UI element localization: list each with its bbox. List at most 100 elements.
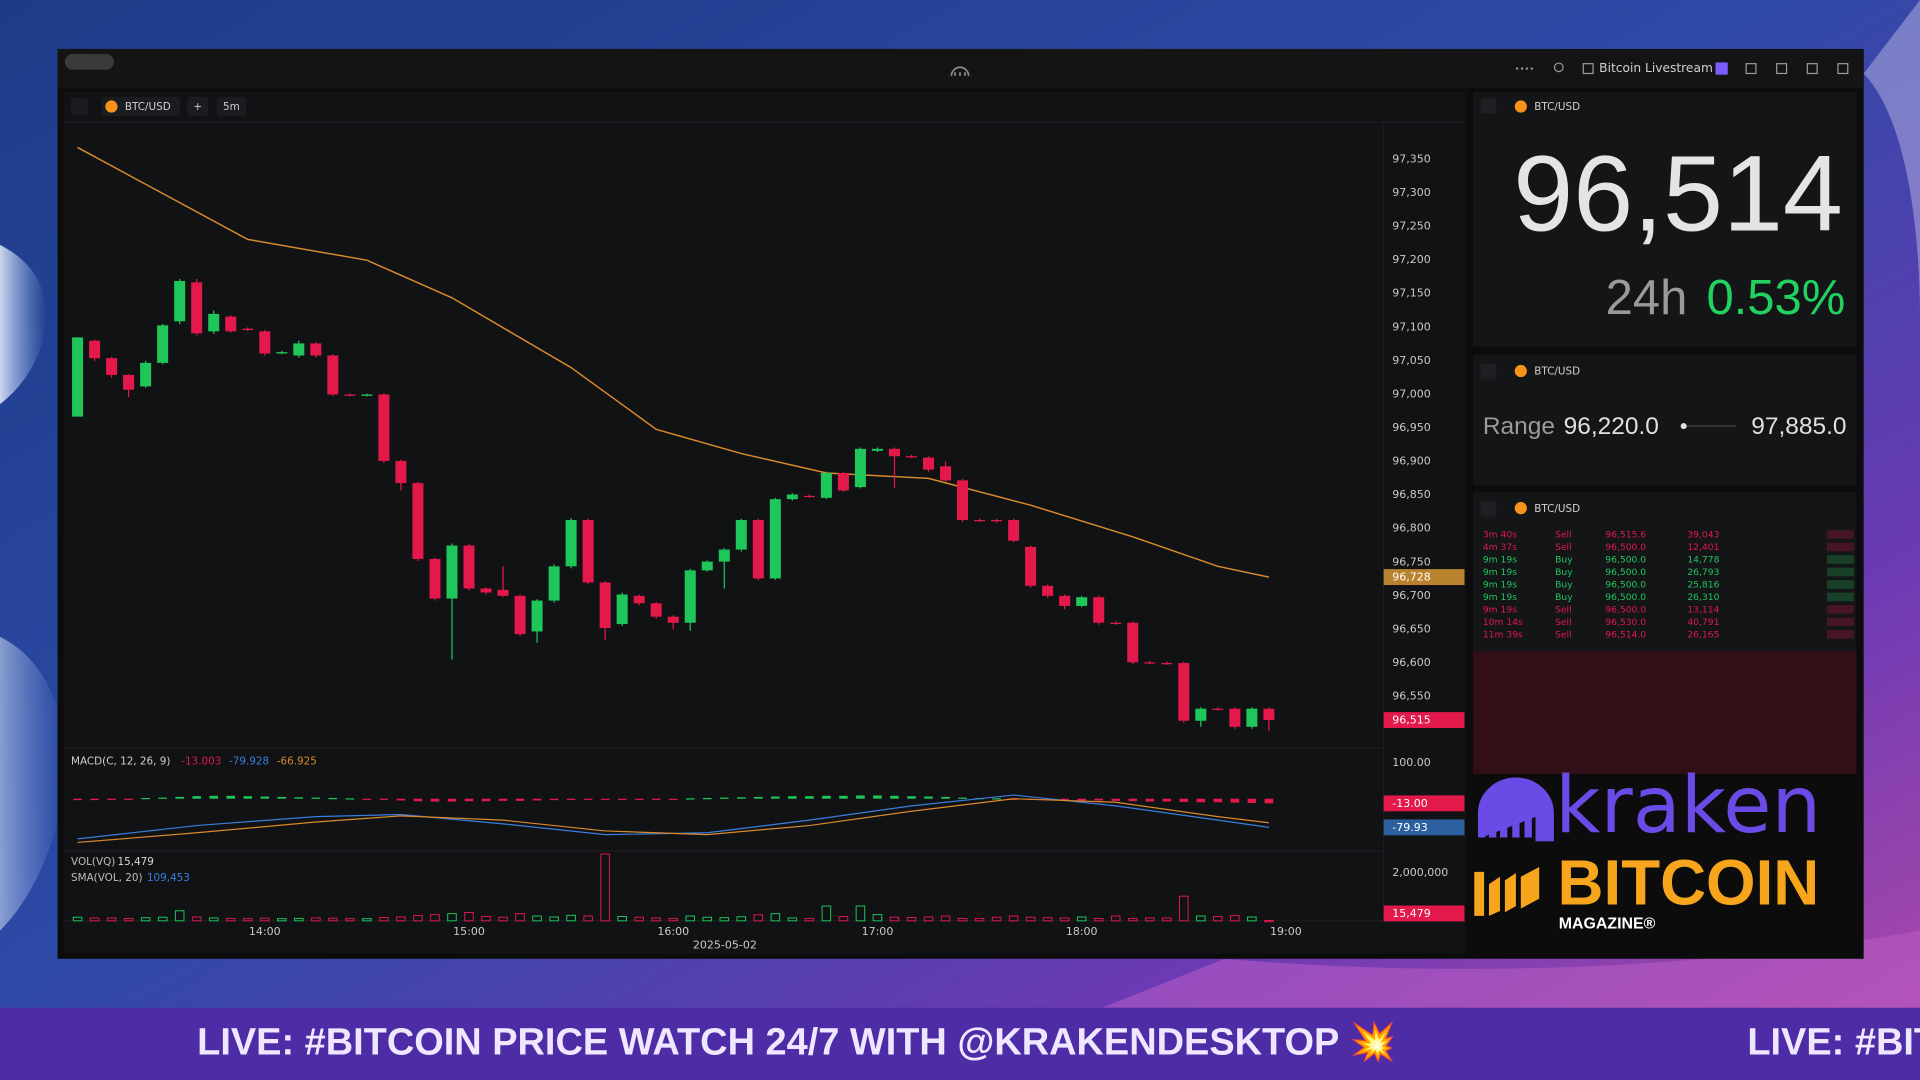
volume-bar [804, 917, 815, 922]
volume-bar [651, 917, 661, 922]
volume-bar [600, 853, 610, 922]
bell-icon[interactable] [1776, 63, 1788, 75]
y-tick-label: 96,650 [1392, 622, 1431, 635]
x-tick-label: 17:00 [862, 925, 894, 938]
y-tick-label: 96,700 [1392, 589, 1431, 602]
trade-cell: 96,500.0 [1605, 567, 1646, 578]
volume-bar [583, 915, 593, 922]
symbol-button[interactable] [101, 96, 180, 117]
moving-average [77, 146, 1270, 578]
volume-bar [702, 916, 713, 922]
volume-bar [617, 916, 627, 922]
trade-cell: 40,791 [1687, 617, 1719, 628]
price-marker [1383, 569, 1465, 586]
candle-body [1025, 546, 1037, 586]
candle-body [1263, 708, 1275, 721]
apps-icon[interactable] [1715, 62, 1728, 75]
volume-bar [1042, 917, 1053, 922]
histogram-bar [447, 798, 457, 802]
candle-body [1059, 595, 1071, 606]
interval-button[interactable] [216, 96, 247, 117]
panel-button[interactable] [1480, 500, 1497, 517]
layout-icon[interactable] [1582, 63, 1594, 75]
y-tick-label: 97,050 [1392, 354, 1431, 367]
histogram-bar [839, 795, 848, 799]
trade-cell: 96,530.0 [1605, 617, 1646, 628]
volume-bar [1110, 915, 1121, 922]
add-button[interactable] [187, 96, 209, 117]
histogram-bar [209, 795, 218, 799]
send-icon[interactable] [1745, 63, 1757, 75]
candle-body [803, 495, 815, 498]
candle-body [361, 394, 373, 396]
trade-cell: 96,500.0 [1605, 605, 1646, 616]
panel-button[interactable] [71, 97, 89, 116]
candle-body [701, 561, 713, 571]
volume-bar [736, 916, 747, 922]
trades-symbol: BTC/USD [1534, 503, 1580, 515]
banner-text: LIVE: #BITCOIN PRICE WATCH 24/7 WITH @KR… [197, 1020, 1396, 1065]
volume-bar [821, 905, 832, 922]
indicator-line [77, 794, 1270, 840]
trade-cell: 4m 37s [1483, 542, 1517, 553]
trade-list: 3m 40s Sell 96,515.6 39,043 4m 37s Sell 96,500… [1483, 530, 1854, 641]
price-marker-label: -79.93 [1392, 821, 1428, 834]
volume-bar [89, 917, 100, 922]
trade-cell: 9m 19s [1483, 555, 1517, 566]
candle-body [1076, 597, 1088, 606]
histogram-bar [1247, 798, 1257, 804]
histogram-bar [515, 798, 525, 801]
coin-icon [1514, 502, 1527, 515]
histogram-bar [226, 795, 236, 799]
y-tick-label: 97,300 [1392, 186, 1431, 199]
histogram-bar [600, 798, 610, 800]
volume-bar [72, 916, 83, 922]
candle-body [531, 600, 543, 632]
camera-icon[interactable] [1806, 63, 1818, 75]
candle-body [140, 362, 152, 387]
volume-bar [157, 916, 168, 922]
panel-button[interactable] [1480, 363, 1497, 380]
candle-body [599, 582, 611, 629]
trade-cell: Sell [1555, 542, 1572, 553]
dot [1515, 67, 1519, 70]
dot [1525, 67, 1529, 70]
panel-button[interactable] [1480, 97, 1497, 114]
volume-bar [906, 916, 917, 922]
menu-pill[interactable] [64, 53, 114, 70]
price-marker [1383, 819, 1465, 836]
histogram-bar [379, 798, 389, 800]
histogram-bar [771, 796, 780, 799]
ticker-period: 24h [1606, 271, 1688, 325]
candle-body [1195, 708, 1207, 721]
histogram-bar [498, 798, 508, 801]
volume-bar [634, 916, 644, 922]
trade-cell: 96,500.0 [1605, 592, 1646, 603]
search-icon[interactable] [1553, 62, 1564, 73]
indicator-line [77, 798, 1270, 844]
candle-body [106, 358, 118, 375]
y-tick-label: 97,100 [1392, 320, 1431, 333]
trade-cell: 9m 19s [1483, 567, 1517, 578]
volume-bar [770, 913, 781, 922]
trade-cell: Buy [1555, 567, 1573, 578]
volume-bar [498, 916, 508, 922]
histogram-bar [566, 798, 576, 800]
volume-bar [1213, 916, 1223, 922]
histogram-bar [464, 798, 474, 802]
candle-body [854, 448, 866, 488]
candle-body [991, 520, 1003, 522]
candle-body [957, 480, 969, 521]
menu-icon[interactable] [1837, 63, 1849, 75]
histogram-bar [73, 798, 82, 801]
histogram-bar [924, 796, 933, 799]
range-low: 96,220.0 [1564, 413, 1659, 440]
histogram-bar [158, 797, 167, 799]
volume-bar [1008, 915, 1019, 922]
histogram-bar [90, 798, 99, 801]
histogram-bar [873, 795, 882, 799]
volume-bar [566, 914, 576, 922]
candle-body [974, 520, 986, 522]
volume-bar [872, 914, 883, 922]
